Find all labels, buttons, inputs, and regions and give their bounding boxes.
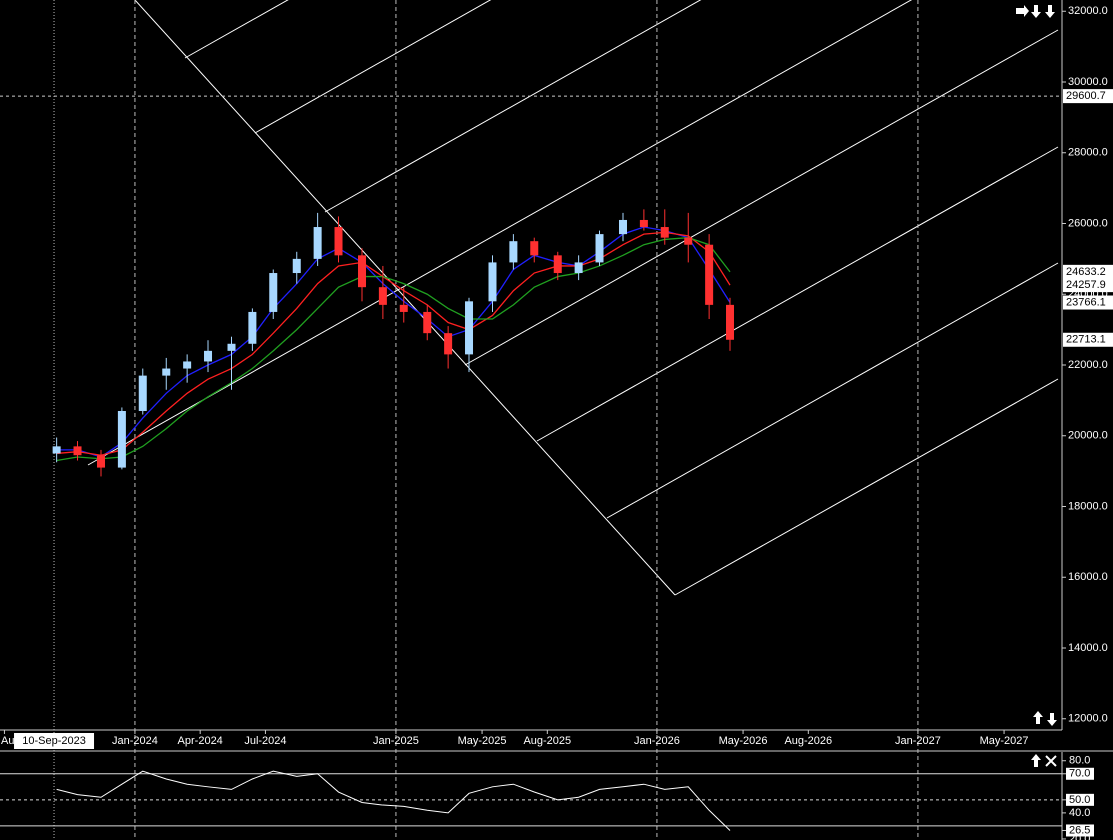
channel-line <box>87 0 913 466</box>
cursor-label: 10-Sep-2023 <box>22 735 86 747</box>
price-tag <box>1063 264 1113 279</box>
scroll-button[interactable] <box>1045 5 1055 18</box>
channel-line <box>674 378 1059 596</box>
candle-body <box>399 304 408 312</box>
y-tick-label: 18000.0 <box>1068 500 1108 512</box>
moving-average <box>56 231 731 456</box>
y-tick-label: 30000.0 <box>1068 76 1108 88</box>
scroll-button[interactable] <box>1047 713 1057 726</box>
x-tick-label: Jan-2025 <box>373 735 419 747</box>
candle-body <box>553 255 562 274</box>
candle-body <box>705 244 714 305</box>
candle-body <box>444 333 453 355</box>
candle-body <box>509 241 518 263</box>
value-tag <box>1066 793 1094 806</box>
candle-body <box>292 258 301 274</box>
y-tick-label: 70.0 <box>1069 768 1090 780</box>
x-tick-label: Apr-2024 <box>178 735 223 747</box>
moving-average <box>56 236 731 462</box>
price-tag-label: 29600.7 <box>1066 90 1106 102</box>
candle-body <box>423 311 432 334</box>
rsi-line <box>56 770 731 831</box>
drawing-tools <box>87 0 1059 596</box>
price-tag <box>1063 278 1113 293</box>
moving-average <box>56 226 731 458</box>
candle-body <box>465 301 474 355</box>
candle-body <box>73 446 82 456</box>
price-tag <box>1063 332 1113 347</box>
candle-body <box>227 343 236 351</box>
x-tick-label: Jan-2024 <box>112 735 158 747</box>
candle-body <box>660 227 669 238</box>
trend-line <box>134 0 676 596</box>
candle-body <box>574 262 583 274</box>
candle-body <box>313 227 322 259</box>
pane-buttons[interactable] <box>1016 5 1057 767</box>
channel-line <box>184 0 289 59</box>
x-tick-label: Jan-2027 <box>895 735 941 747</box>
x-tick-label: May-2027 <box>980 735 1029 747</box>
scroll-button[interactable] <box>1031 5 1041 18</box>
value-tag <box>1066 767 1094 780</box>
y-tick-label: 22000.0 <box>1068 359 1108 371</box>
y-tick-label: 40.0 <box>1069 807 1090 819</box>
x-tick-label: Jul-2024 <box>244 735 286 747</box>
price-tag-label: 23766.1 <box>1066 296 1106 308</box>
scroll-button[interactable] <box>1016 5 1029 17</box>
candle-body <box>183 361 192 369</box>
price-tag <box>1063 295 1113 310</box>
y-tick-label: 50.0 <box>1069 794 1090 806</box>
x-tick-label: Jan-2026 <box>634 735 680 747</box>
scroll-button[interactable] <box>1033 711 1043 724</box>
price-tag-label: 24633.2 <box>1066 266 1106 278</box>
price-tag-label: 22713.1 <box>1066 334 1106 346</box>
price-tag <box>1063 89 1113 104</box>
candle-body <box>530 241 539 256</box>
candle-body <box>595 234 604 263</box>
channel-line <box>324 0 702 213</box>
channel-line <box>536 146 1059 442</box>
candle-body <box>52 446 61 454</box>
y-tick-label: 16000.0 <box>1068 571 1108 583</box>
channel-line <box>606 262 1059 519</box>
y-tick-label: 12000.0 <box>1068 713 1108 725</box>
price-tag-label: 24257.9 <box>1066 279 1106 291</box>
y-tick-label: 80.0 <box>1069 755 1090 767</box>
candle-body <box>117 410 126 468</box>
y-tick-label: 20000.0 <box>1068 430 1108 442</box>
candle-body <box>162 368 171 376</box>
candle-body <box>684 237 693 245</box>
candles <box>52 209 735 477</box>
x-tick-label: May-2025 <box>458 735 507 747</box>
candle-body <box>248 311 257 344</box>
scroll-button[interactable] <box>1031 754 1041 767</box>
y-tick-label: 14000.0 <box>1068 642 1108 654</box>
candle-body <box>97 455 106 468</box>
y-tick-label: 26000.0 <box>1068 217 1108 229</box>
x-tick-label: Aug-2026 <box>784 735 832 747</box>
candle-body <box>726 304 735 340</box>
candle-body <box>488 262 497 302</box>
candle-body <box>639 219 648 228</box>
y-tick-label: 20.0 <box>1069 833 1090 840</box>
x-tick-label: May-2026 <box>719 735 768 747</box>
y-tick-label: 28000.0 <box>1068 147 1108 159</box>
candle-body <box>619 219 628 235</box>
candle-body <box>269 273 278 312</box>
candle-body <box>334 227 343 256</box>
close-button[interactable] <box>1045 755 1057 767</box>
y-tick-label: 26.5 <box>1069 824 1090 836</box>
channel-line <box>464 29 1059 366</box>
y-tick-label: 32000.0 <box>1068 5 1108 17</box>
candle-body <box>138 375 147 411</box>
cursor-tag <box>14 733 95 749</box>
x-tick-label: Aug-2025 <box>523 735 571 747</box>
channel-line <box>254 0 492 134</box>
candle-body <box>204 350 213 362</box>
value-tag <box>1066 824 1094 837</box>
candle-body <box>378 287 387 305</box>
candle-body <box>358 255 367 288</box>
